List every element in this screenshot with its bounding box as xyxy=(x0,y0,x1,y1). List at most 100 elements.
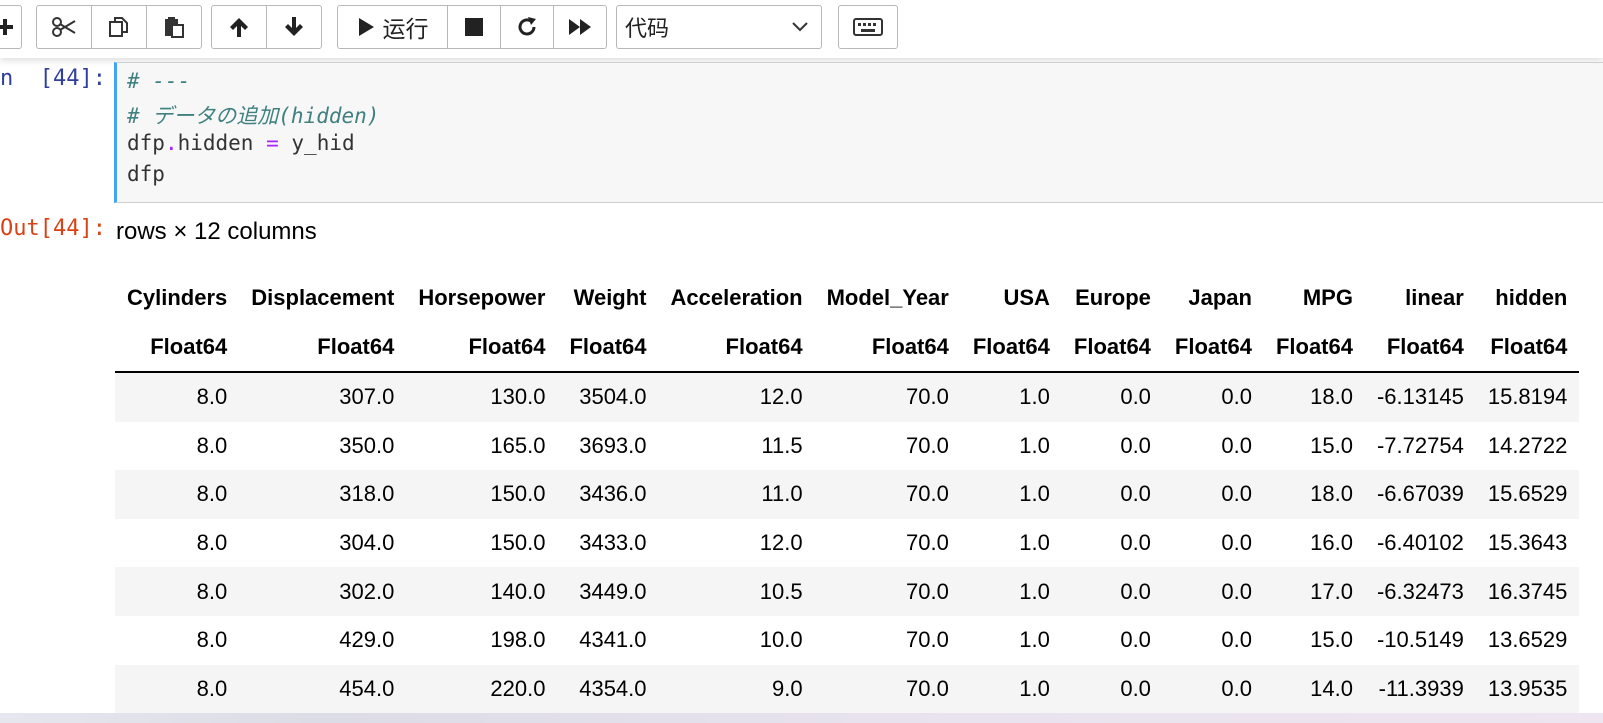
table-cell: 318.0 xyxy=(239,470,407,519)
table-cell: 0.0 xyxy=(1120,530,1151,556)
move-up-icon xyxy=(230,18,248,37)
table-cell: 0.0 xyxy=(1061,372,1163,422)
table-cell: 14.0 xyxy=(1263,664,1365,714)
table-cell: 70.0 xyxy=(814,470,961,519)
column-type: Float64 xyxy=(557,322,659,373)
cell-type-value: 代码 xyxy=(625,17,670,42)
table-row: 8.0 304.0 150.0 3433.0 12.0 70.0 1.0 0.0 0.0 16.0… xyxy=(115,519,1579,568)
table-row: 8.0 454.0 220.0 4354.0 9.0 70.0 1.0 0.0 0.0 14.0-… xyxy=(115,664,1580,714)
table-cell: 3504.0 xyxy=(557,372,659,422)
table-cell: 1.0 xyxy=(1019,627,1050,653)
column-header: MPG xyxy=(1302,284,1353,310)
column-header: Acceleration xyxy=(670,284,803,310)
table-cell: 150.0 xyxy=(490,530,546,556)
cut-icon xyxy=(52,17,76,37)
interrupt-button[interactable] xyxy=(447,5,501,49)
table-cell: 0.0 xyxy=(1120,432,1151,458)
column-type: Float64 xyxy=(814,322,961,373)
table-cell: 15.0 xyxy=(1310,627,1353,653)
table-cell: 0.0 xyxy=(1120,627,1151,653)
table-cell: 0.0 xyxy=(1221,530,1252,556)
cell-type-select[interactable]: 代码 xyxy=(616,5,822,49)
run-button[interactable]: 运行 xyxy=(337,5,448,49)
keyboard-icon xyxy=(853,18,883,36)
stop-icon xyxy=(465,18,483,36)
table-cell: 0.0 xyxy=(1061,567,1163,616)
column-type: Float64 xyxy=(658,322,815,373)
restart-run-all-button[interactable] xyxy=(553,5,607,49)
code-line-1: # --- xyxy=(127,69,191,93)
column-type: Float64 xyxy=(1061,322,1163,373)
dataframe-table: Cylinders Displacement Horsepower Weight Acc… xyxy=(115,273,1580,714)
run-label: 运行 xyxy=(382,17,429,43)
table-cell: 1.0 xyxy=(1019,432,1050,458)
paste-icon xyxy=(165,17,184,38)
column-header: Displacement xyxy=(251,284,395,310)
code-line-4: dfp xyxy=(127,162,165,186)
table-cell: 0.0 xyxy=(1162,664,1264,714)
column-type: Float64 xyxy=(1364,322,1476,373)
move-down-button[interactable] xyxy=(266,5,322,49)
table-cell: 350.0 xyxy=(339,432,395,458)
move-up-button[interactable] xyxy=(211,5,267,49)
table-cell: 17.0 xyxy=(1263,567,1365,616)
column-header: Cylinders xyxy=(127,284,228,310)
table-cell: 0.0 xyxy=(1162,372,1264,422)
table-cell: 0.0 xyxy=(1221,432,1252,458)
column-header: hidden xyxy=(1495,284,1568,310)
table-row: 8.0 318.0 150.0 3436.0 11.0 70.0 1.0 0.0 0.0 18.0… xyxy=(115,470,1580,519)
column-type: Float64 xyxy=(960,322,1062,373)
run-icon xyxy=(358,18,374,36)
table-cell: 8.0 xyxy=(115,470,240,519)
table-cell: -6.40102 xyxy=(1376,530,1464,556)
add-cell-button[interactable] xyxy=(0,5,22,49)
copy-button[interactable] xyxy=(91,5,147,49)
table-cell: 8.0 xyxy=(196,627,228,653)
table-cell: 3693.0 xyxy=(579,432,647,458)
command-palette-button[interactable] xyxy=(838,5,898,49)
table-cell: -11.3939 xyxy=(1364,664,1476,714)
table-cell: 15.8194 xyxy=(1475,372,1580,422)
column-header: Model_Year xyxy=(826,284,949,310)
table-cell: 70.0 xyxy=(814,372,961,422)
column-header: USA xyxy=(1003,284,1050,310)
code-editor[interactable]: # --- # データの追加(hidden) dfp.hidden = y_hi… xyxy=(114,62,1603,203)
table-cell: 70.0 xyxy=(814,664,961,714)
table-cell: 13.6529 xyxy=(1487,627,1568,653)
table-cell: 8.0 xyxy=(196,530,228,556)
table-cell: 165.0 xyxy=(490,432,546,458)
table-row: 8.0 350.0 165.0 3693.0 11.5 70.0 1.0 0.0 0.0 15.0… xyxy=(115,422,1579,471)
fast-forward-icon xyxy=(569,19,591,35)
bottom-scroll-area xyxy=(0,713,1603,723)
output-prompt: Out[44]: xyxy=(0,216,106,241)
edit-group xyxy=(36,5,202,49)
column-type-row: Float64 Float64 Float64 Float64 Float64 Float… xyxy=(115,322,1580,373)
table-cell: 220.0 xyxy=(406,664,558,714)
dataframe-size-info: rows × 12 columns xyxy=(116,218,317,245)
move-group xyxy=(211,5,322,49)
table-cell: 18.0 xyxy=(1263,470,1365,519)
restart-button[interactable] xyxy=(500,5,554,49)
table-row: 8.0 302.0 140.0 3449.0 10.5 70.0 1.0 0.0 0.0 17.0… xyxy=(115,567,1580,616)
add-group xyxy=(0,5,22,49)
table-cell: 454.0 xyxy=(239,664,407,714)
table-cell: 10.5 xyxy=(658,567,815,616)
cut-button[interactable] xyxy=(36,5,92,49)
table-cell: 16.0 xyxy=(1310,530,1353,556)
table-cell: 9.0 xyxy=(658,664,815,714)
column-type: Float64 xyxy=(115,322,240,373)
column-type: Float64 xyxy=(1263,322,1365,373)
move-down-icon xyxy=(285,17,303,36)
table-cell: 0.0 xyxy=(1162,470,1264,519)
column-header: Japan xyxy=(1188,284,1252,310)
paste-button[interactable] xyxy=(146,5,202,49)
code-line-2: # データの追加(hidden) xyxy=(127,104,380,128)
chevron-down-icon xyxy=(792,22,808,32)
table-cell: 13.9535 xyxy=(1475,664,1580,714)
table-cell: 3433.0 xyxy=(579,530,647,556)
table-cell: 304.0 xyxy=(339,530,395,556)
column-header: linear xyxy=(1405,284,1464,310)
table-cell: 16.3745 xyxy=(1475,567,1580,616)
table-cell: 18.0 xyxy=(1263,372,1365,422)
table-cell: 307.0 xyxy=(239,372,407,422)
